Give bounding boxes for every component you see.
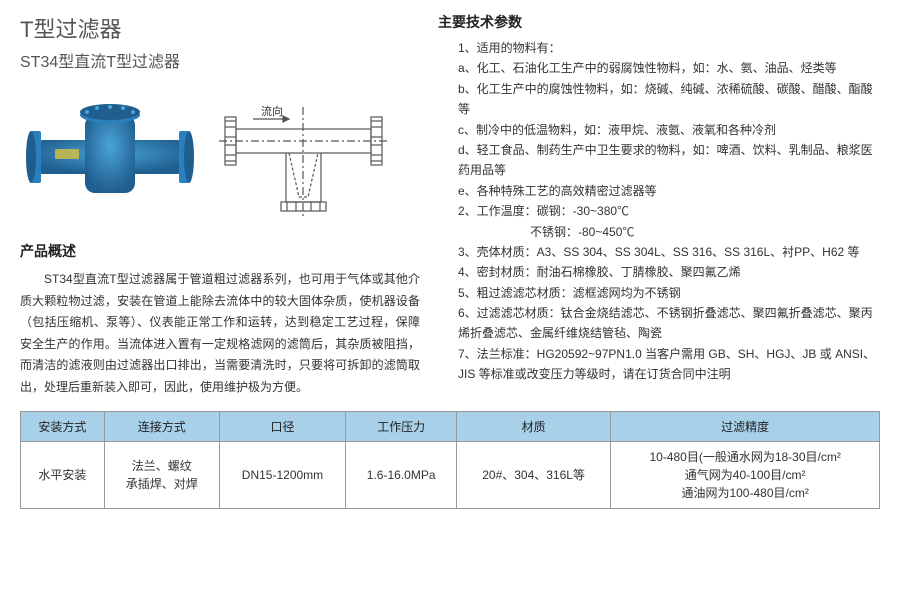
table-header: 材质 xyxy=(456,411,610,441)
table-header: 过滤精度 xyxy=(611,411,880,441)
spec-line: 3、壳体材质：A3、SS 304、SS 304L、SS 316、SS 316L、… xyxy=(458,242,880,262)
product-photo xyxy=(20,82,200,227)
overview-text: ST34型直流T型过滤器属于管道粗过滤器系列，也可用于气体或其他介质大颗粒物过滤… xyxy=(20,269,420,399)
spec-line: 1、适用的物料有： xyxy=(458,38,880,58)
table-cell: 20#、304、316L等 xyxy=(456,441,610,508)
table-cell: 法兰、螺纹承插焊、对焊 xyxy=(104,441,219,508)
spec-line: a、化工、石油化工生产中的弱腐蚀性物料，如：水、氨、油品、烃类等 xyxy=(458,58,880,78)
spec-line: e、各种特殊工艺的高效精密过滤器等 xyxy=(458,181,880,201)
spec-heading: 主要技术参数 xyxy=(438,12,880,32)
table-header: 口径 xyxy=(219,411,346,441)
spec-line: c、制冷中的低温物料，如：液甲烷、液氨、液氧和各种冷剂 xyxy=(458,120,880,140)
spec-line: 5、粗过滤滤芯材质：滤框滤网均为不锈钢 xyxy=(458,283,880,303)
main-title: T型过滤器 xyxy=(20,12,420,44)
spec-line: 7、法兰标准：HG20592~97PN1.0 当客户需用 GB、SH、HGJ、J… xyxy=(458,344,880,385)
flow-label: 流向 xyxy=(261,104,283,118)
table-cell: 10-480目(一般通水网为18-30目/cm²通气网为40-100目/cm²通… xyxy=(611,441,880,508)
spec-line: 不锈钢：-80~450℃ xyxy=(458,222,880,242)
spec-line: 2、工作温度：碳钢：-30~380℃ xyxy=(458,201,880,221)
table-cell: DN15-1200mm xyxy=(219,441,346,508)
overview-heading: 产品概述 xyxy=(20,241,420,261)
spec-list: 1、适用的物料有：a、化工、石油化工生产中的弱腐蚀性物料，如：水、氨、油品、烃类… xyxy=(438,38,880,385)
table-cell: 1.6-16.0MPa xyxy=(346,441,457,508)
sub-title: ST34型直流T型过滤器 xyxy=(20,48,420,72)
spec-table: 安装方式连接方式口径工作压力材质过滤精度 水平安装法兰、螺纹承插焊、对焊DN15… xyxy=(20,411,880,509)
table-header: 工作压力 xyxy=(346,411,457,441)
table-header: 连接方式 xyxy=(104,411,219,441)
spec-line: b、化工生产中的腐蚀性物料，如：烧碱、纯碱、浓稀硫酸、碳酸、醋酸、酯酸等 xyxy=(458,79,880,120)
spec-line: 4、密封材质：耐油石棉橡胶、丁腈橡胶、聚四氟乙烯 xyxy=(458,262,880,282)
table-header: 安装方式 xyxy=(21,411,105,441)
spec-line: 6、过滤滤芯材质：钛合金烧结滤芯、不锈钢折叠滤芯、聚四氟折叠滤芯、聚丙烯折叠滤芯… xyxy=(458,303,880,344)
spec-line: d、轻工食品、制药生产中卫生要求的物料，如：啤酒、饮料、乳制品、粮浆医药用品等 xyxy=(458,140,880,181)
table-cell: 水平安装 xyxy=(21,441,105,508)
technical-drawing: 流向 xyxy=(208,85,398,225)
